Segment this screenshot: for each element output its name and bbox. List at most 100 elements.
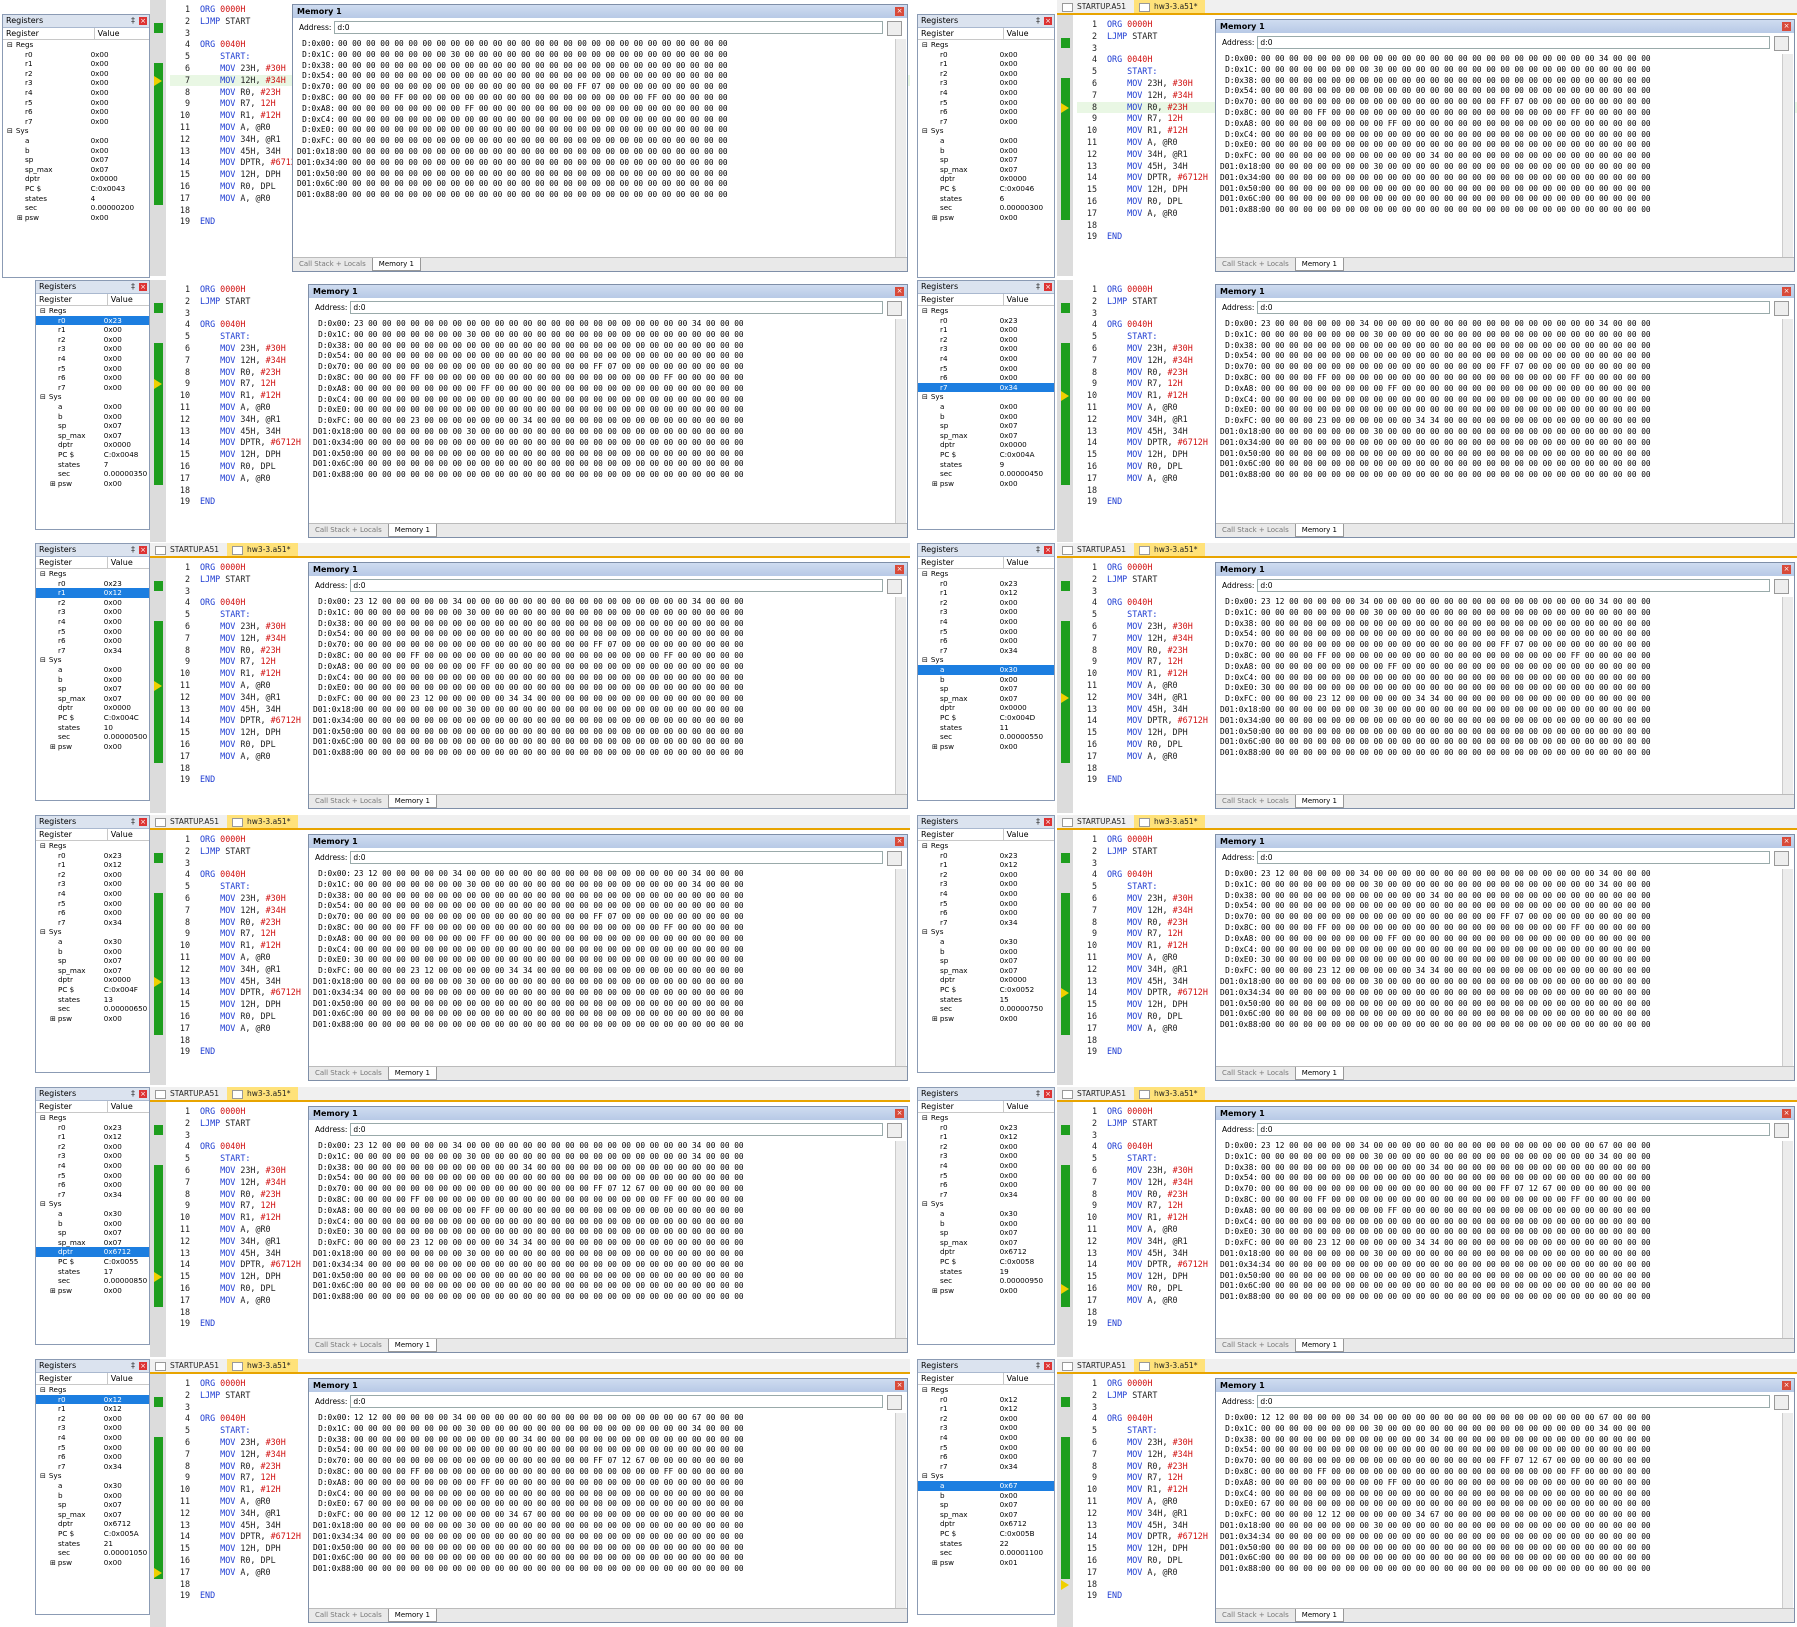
close-icon[interactable]: × <box>139 283 147 291</box>
tab-hw3-3[interactable]: hw3-3.a51* <box>1134 815 1206 828</box>
tab-startup[interactable]: STARTUP.A51 <box>150 543 227 556</box>
tab-hw3-3[interactable]: hw3-3.a51* <box>227 1087 299 1100</box>
close-icon[interactable]: × <box>139 1362 147 1370</box>
breakpoint-gutter[interactable] <box>150 830 166 1085</box>
tab-startup[interactable]: STARTUP.A51 <box>150 1359 227 1372</box>
sys-row-a[interactable]: a 0x00 <box>36 402 149 412</box>
sys-row-sp[interactable]: sp 0x07 <box>918 1500 1054 1510</box>
breakpoint-gutter[interactable] <box>1057 280 1073 542</box>
register-row-r0[interactable]: r0 0x23 <box>36 315 149 326</box>
sys-row-sp[interactable]: sp 0x07 <box>36 1228 149 1238</box>
address-input[interactable]: d:0 <box>1257 850 1770 864</box>
pin-icon[interactable]: ‡ <box>131 1089 135 1098</box>
register-row-r4[interactable]: r4 0x00 <box>918 1433 1054 1443</box>
register-row-r4[interactable]: r4 0x00 <box>918 1161 1054 1171</box>
sys-row-dptr[interactable]: dptr 0x0000 <box>36 703 149 713</box>
sys-group[interactable]: Sys <box>918 655 1054 665</box>
sys-row-b[interactable]: b 0x00 <box>36 1491 149 1501</box>
close-icon[interactable]: × <box>1044 1362 1052 1370</box>
register-row-r0[interactable]: r0 0x23 <box>918 579 1054 589</box>
value-column-header[interactable]: Value <box>1006 1102 1029 1111</box>
close-icon[interactable]: × <box>1044 546 1052 554</box>
register-row-r6[interactable]: r6 0x00 <box>3 107 149 117</box>
register-row-r0[interactable]: r0 0x23 <box>36 851 149 861</box>
register-row-r7[interactable]: r7 0x34 <box>36 918 149 928</box>
pin-icon[interactable]: ‡ <box>131 817 135 826</box>
register-column-header[interactable]: Register <box>36 829 108 840</box>
sys-row-states[interactable]: states 19 <box>918 1267 1054 1277</box>
sys-row-states[interactable]: states 22 <box>918 1539 1054 1549</box>
sys-row-PC[interactable]: PC $ C:0x0048 <box>36 450 149 460</box>
tab-memory-1[interactable]: Memory 1 <box>387 524 437 537</box>
register-row-r4[interactable]: r4 0x00 <box>918 617 1054 627</box>
register-row-r2[interactable]: r2 0x00 <box>918 69 1054 79</box>
value-column-header[interactable]: Value <box>110 1102 133 1111</box>
register-row-r3[interactable]: r3 0x00 <box>918 1423 1054 1433</box>
sys-row-sp_max[interactable]: sp_max 0x07 <box>3 165 149 175</box>
close-icon[interactable]: × <box>895 1109 904 1118</box>
register-row-r6[interactable]: r6 0x00 <box>918 107 1054 117</box>
breakpoint-gutter[interactable] <box>1057 558 1073 813</box>
register-row-r6[interactable]: r6 0x00 <box>918 1180 1054 1190</box>
sys-group[interactable]: Sys <box>918 1199 1054 1209</box>
lock-update-icon[interactable] <box>1774 301 1789 316</box>
register-row-r5[interactable]: r5 0x00 <box>918 1443 1054 1453</box>
sys-row-a[interactable]: a 0x00 <box>918 402 1054 412</box>
register-row-r6[interactable]: r6 0x00 <box>918 373 1054 383</box>
sys-row-sec[interactable]: sec 0.00000950 <box>918 1276 1054 1286</box>
sys-row-dptr[interactable]: dptr 0x0000 <box>918 440 1054 450</box>
sys-row-sp[interactable]: sp 0x07 <box>918 155 1054 165</box>
sys-row-PC[interactable]: PC $ C:0x0046 <box>918 184 1054 194</box>
sys-row-sp[interactable]: sp 0x07 <box>918 956 1054 966</box>
register-row-r0[interactable]: r0 0x23 <box>918 316 1054 326</box>
code-area[interactable]: 1 ORG 0000H 2 LJMP START 3 4 ORG 0040H 5 START:… <box>150 1102 910 1357</box>
lock-update-icon[interactable] <box>1774 1395 1789 1410</box>
value-column-header[interactable]: Value <box>1006 29 1029 38</box>
register-row-r3[interactable]: r3 0x00 <box>918 1151 1054 1161</box>
register-row-r1[interactable]: r1 0x12 <box>36 1132 149 1142</box>
code-area[interactable]: 1 ORG 0000H 2 LJMP START 3 4 ORG 0040H 5 START:… <box>150 1374 910 1627</box>
close-icon[interactable]: × <box>1782 22 1791 31</box>
register-column-header[interactable]: Register <box>3 28 95 39</box>
close-icon[interactable]: × <box>895 565 904 574</box>
close-icon[interactable]: × <box>1782 287 1791 296</box>
sys-row-sec[interactable]: sec 0.00000650 <box>36 1004 149 1014</box>
sys-row-sp[interactable]: sp 0x07 <box>918 1228 1054 1238</box>
sys-row-sp[interactable]: sp 0x07 <box>3 155 149 165</box>
register-row-r4[interactable]: r4 0x00 <box>36 1433 149 1443</box>
sys-row-sec[interactable]: sec 0.00000750 <box>918 1004 1054 1014</box>
sys-row-b[interactable]: b 0x00 <box>36 412 149 422</box>
code-area[interactable]: 1 ORG 0000H 2 LJMP START 3 4 ORG 0040H 5 START:… <box>1057 830 1797 1085</box>
register-row-r3[interactable]: r3 0x00 <box>918 879 1054 889</box>
code-area[interactable]: 1 ORG 0000H 2 LJMP START 3 4 ORG 0040H 5 START:… <box>150 280 910 542</box>
pin-icon[interactable]: ‡ <box>1036 545 1040 554</box>
sys-row-sp[interactable]: sp 0x07 <box>36 421 149 431</box>
close-icon[interactable]: × <box>1044 1090 1052 1098</box>
regs-group[interactable]: Regs <box>36 569 149 579</box>
sys-row-b[interactable]: b 0x00 <box>36 947 149 957</box>
address-input[interactable]: d:0 <box>1257 1122 1770 1136</box>
register-row-r6[interactable]: r6 0x00 <box>36 636 149 646</box>
tab-memory-1[interactable]: Memory 1 <box>387 795 437 808</box>
register-row-r7[interactable]: r7 0x00 <box>36 383 149 393</box>
pin-icon[interactable]: ‡ <box>1036 282 1040 291</box>
register-row-r7[interactable]: r7 0x34 <box>918 1190 1054 1200</box>
sys-row-a[interactable]: a 0x30 <box>918 664 1054 675</box>
register-row-r1[interactable]: r1 0x00 <box>918 59 1054 69</box>
sys-row-states[interactable]: states 4 <box>3 194 149 204</box>
tab-memory-1[interactable]: Memory 1 <box>387 1067 437 1080</box>
sys-row-sec[interactable]: sec 0.00000550 <box>918 732 1054 742</box>
sys-row-PC[interactable]: PC $ C:0x004A <box>918 450 1054 460</box>
value-column-header[interactable]: Value <box>110 1374 133 1383</box>
sys-row-sp_max[interactable]: sp_max 0x07 <box>918 431 1054 441</box>
sys-row-sec[interactable]: sec 0.00000450 <box>918 469 1054 479</box>
close-icon[interactable]: × <box>895 7 904 16</box>
vertical-scrollbar[interactable] <box>1782 54 1793 257</box>
register-row-r4[interactable]: r4 0x00 <box>918 889 1054 899</box>
sys-row-dptr[interactable]: dptr 0x0000 <box>918 703 1054 713</box>
sys-row-PC[interactable]: PC $ C:0x004C <box>36 713 149 723</box>
